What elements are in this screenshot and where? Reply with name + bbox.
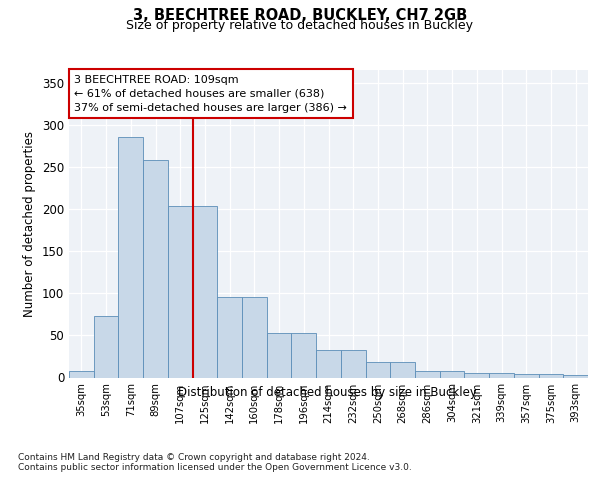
Bar bbox=[390, 362, 415, 378]
Bar bbox=[563, 375, 588, 378]
Bar bbox=[267, 333, 292, 378]
Bar bbox=[242, 298, 267, 378]
Bar bbox=[217, 296, 242, 378]
Text: Size of property relative to detached houses in Buckley: Size of property relative to detached ho… bbox=[127, 19, 473, 32]
Bar bbox=[365, 362, 390, 378]
Text: Contains HM Land Registry data © Crown copyright and database right 2024.: Contains HM Land Registry data © Crown c… bbox=[18, 454, 370, 462]
Text: Distribution of detached houses by size in Buckley: Distribution of detached houses by size … bbox=[178, 386, 476, 399]
Bar bbox=[415, 371, 440, 378]
Bar bbox=[464, 374, 489, 378]
Bar bbox=[193, 206, 217, 378]
Bar bbox=[489, 374, 514, 378]
Bar bbox=[168, 206, 193, 378]
Bar bbox=[118, 138, 143, 378]
Bar bbox=[539, 374, 563, 378]
Bar bbox=[292, 333, 316, 378]
Bar bbox=[514, 374, 539, 378]
Bar bbox=[440, 371, 464, 378]
Text: 3, BEECHTREE ROAD, BUCKLEY, CH7 2GB: 3, BEECHTREE ROAD, BUCKLEY, CH7 2GB bbox=[133, 8, 467, 22]
Bar bbox=[341, 350, 365, 378]
Text: Contains public sector information licensed under the Open Government Licence v3: Contains public sector information licen… bbox=[18, 464, 412, 472]
Text: 3 BEECHTREE ROAD: 109sqm
← 61% of detached houses are smaller (638)
37% of semi-: 3 BEECHTREE ROAD: 109sqm ← 61% of detach… bbox=[74, 74, 347, 112]
Bar bbox=[69, 371, 94, 378]
Y-axis label: Number of detached properties: Number of detached properties bbox=[23, 130, 37, 317]
Bar bbox=[143, 160, 168, 378]
Bar bbox=[316, 350, 341, 378]
Bar bbox=[94, 316, 118, 378]
